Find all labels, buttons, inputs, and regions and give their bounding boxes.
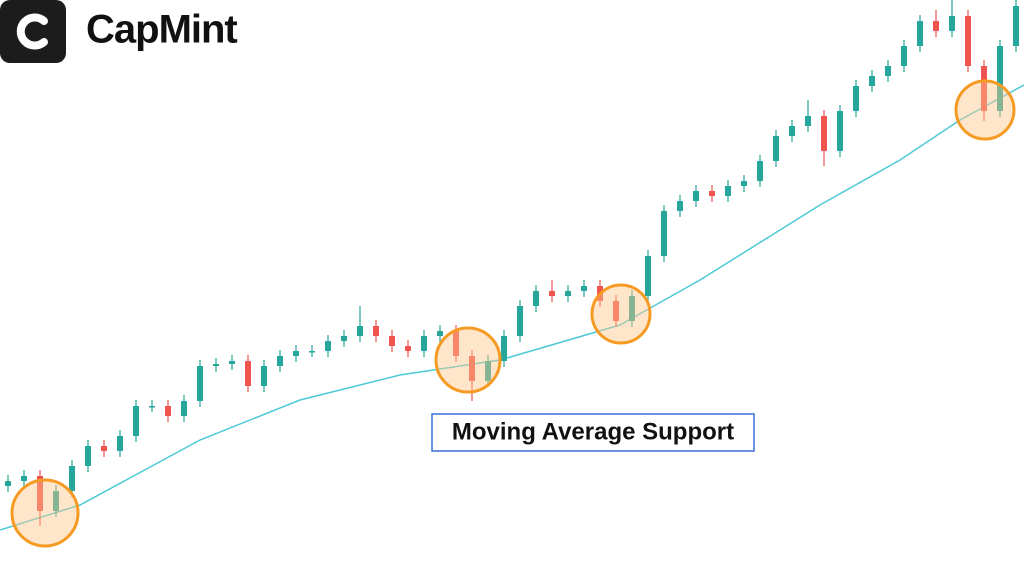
candle-body (757, 161, 763, 181)
candle-body (357, 326, 363, 336)
candle-body (997, 46, 1003, 111)
candle-body (245, 361, 251, 386)
candle-body (805, 116, 811, 126)
logo-glyph (16, 13, 48, 50)
brand-name: CapMint (86, 8, 237, 52)
candle-body (661, 211, 667, 256)
candle-body (101, 446, 107, 451)
candle-body (133, 406, 139, 436)
candle-body (501, 336, 507, 361)
candle-body (677, 201, 683, 211)
candle-body (181, 401, 187, 416)
candle-body (53, 491, 59, 511)
candle-body (741, 181, 747, 186)
candle-body (917, 21, 923, 46)
candle-body (37, 476, 43, 511)
candle-body (485, 361, 491, 381)
candle-body (373, 326, 379, 336)
candle-body (549, 291, 555, 296)
candle-body (933, 21, 939, 31)
candle-body (709, 191, 715, 196)
annotation: Moving Average Support (452, 418, 734, 445)
candle-body (629, 296, 635, 321)
highlight-circle (10, 478, 80, 548)
highlight-circle (434, 326, 502, 394)
candle-body (981, 66, 987, 111)
candle-body (517, 306, 523, 336)
candle-body (725, 186, 731, 196)
candle-body (229, 361, 235, 364)
candle-body (5, 481, 11, 486)
candle-body (965, 16, 971, 66)
candle-body (821, 116, 827, 151)
candle-body (437, 331, 443, 336)
candle-body (533, 291, 539, 306)
candle-body (1013, 6, 1019, 46)
candle-body (165, 406, 171, 416)
candle-body (69, 466, 75, 491)
candle-body (901, 46, 907, 66)
candle-body (341, 336, 347, 341)
candle-body (261, 366, 267, 386)
candle-body (645, 256, 651, 296)
candle-body (949, 16, 955, 31)
moving-average (0, 84, 1024, 531)
candle-body (197, 366, 203, 401)
candle-body (869, 76, 875, 86)
candle-body (277, 356, 283, 366)
candle-body (405, 346, 411, 351)
candle-body (773, 136, 779, 161)
candle-body (693, 191, 699, 201)
candle-body (581, 286, 587, 291)
candle-body (117, 436, 123, 451)
candle-body (309, 351, 315, 353)
highlight-circle (954, 79, 1016, 141)
candle-body (837, 111, 843, 151)
candle-body (85, 446, 91, 466)
candle-body (21, 476, 27, 481)
candle-body (421, 336, 427, 351)
candle-body (389, 336, 395, 346)
candle-body (565, 291, 571, 296)
logo (0, 0, 66, 63)
candle-body (213, 364, 219, 366)
candle-body (613, 301, 619, 321)
highlight-circle (590, 283, 652, 345)
candle-body (325, 341, 331, 351)
candle-body (789, 126, 795, 136)
candle-body (885, 66, 891, 76)
candle-body (149, 406, 155, 408)
candle-body (293, 351, 299, 356)
plot (0, 0, 1024, 531)
candle-body (469, 356, 475, 381)
candle-body (453, 331, 459, 356)
candle-body (853, 86, 859, 111)
annotation-box (431, 413, 755, 452)
